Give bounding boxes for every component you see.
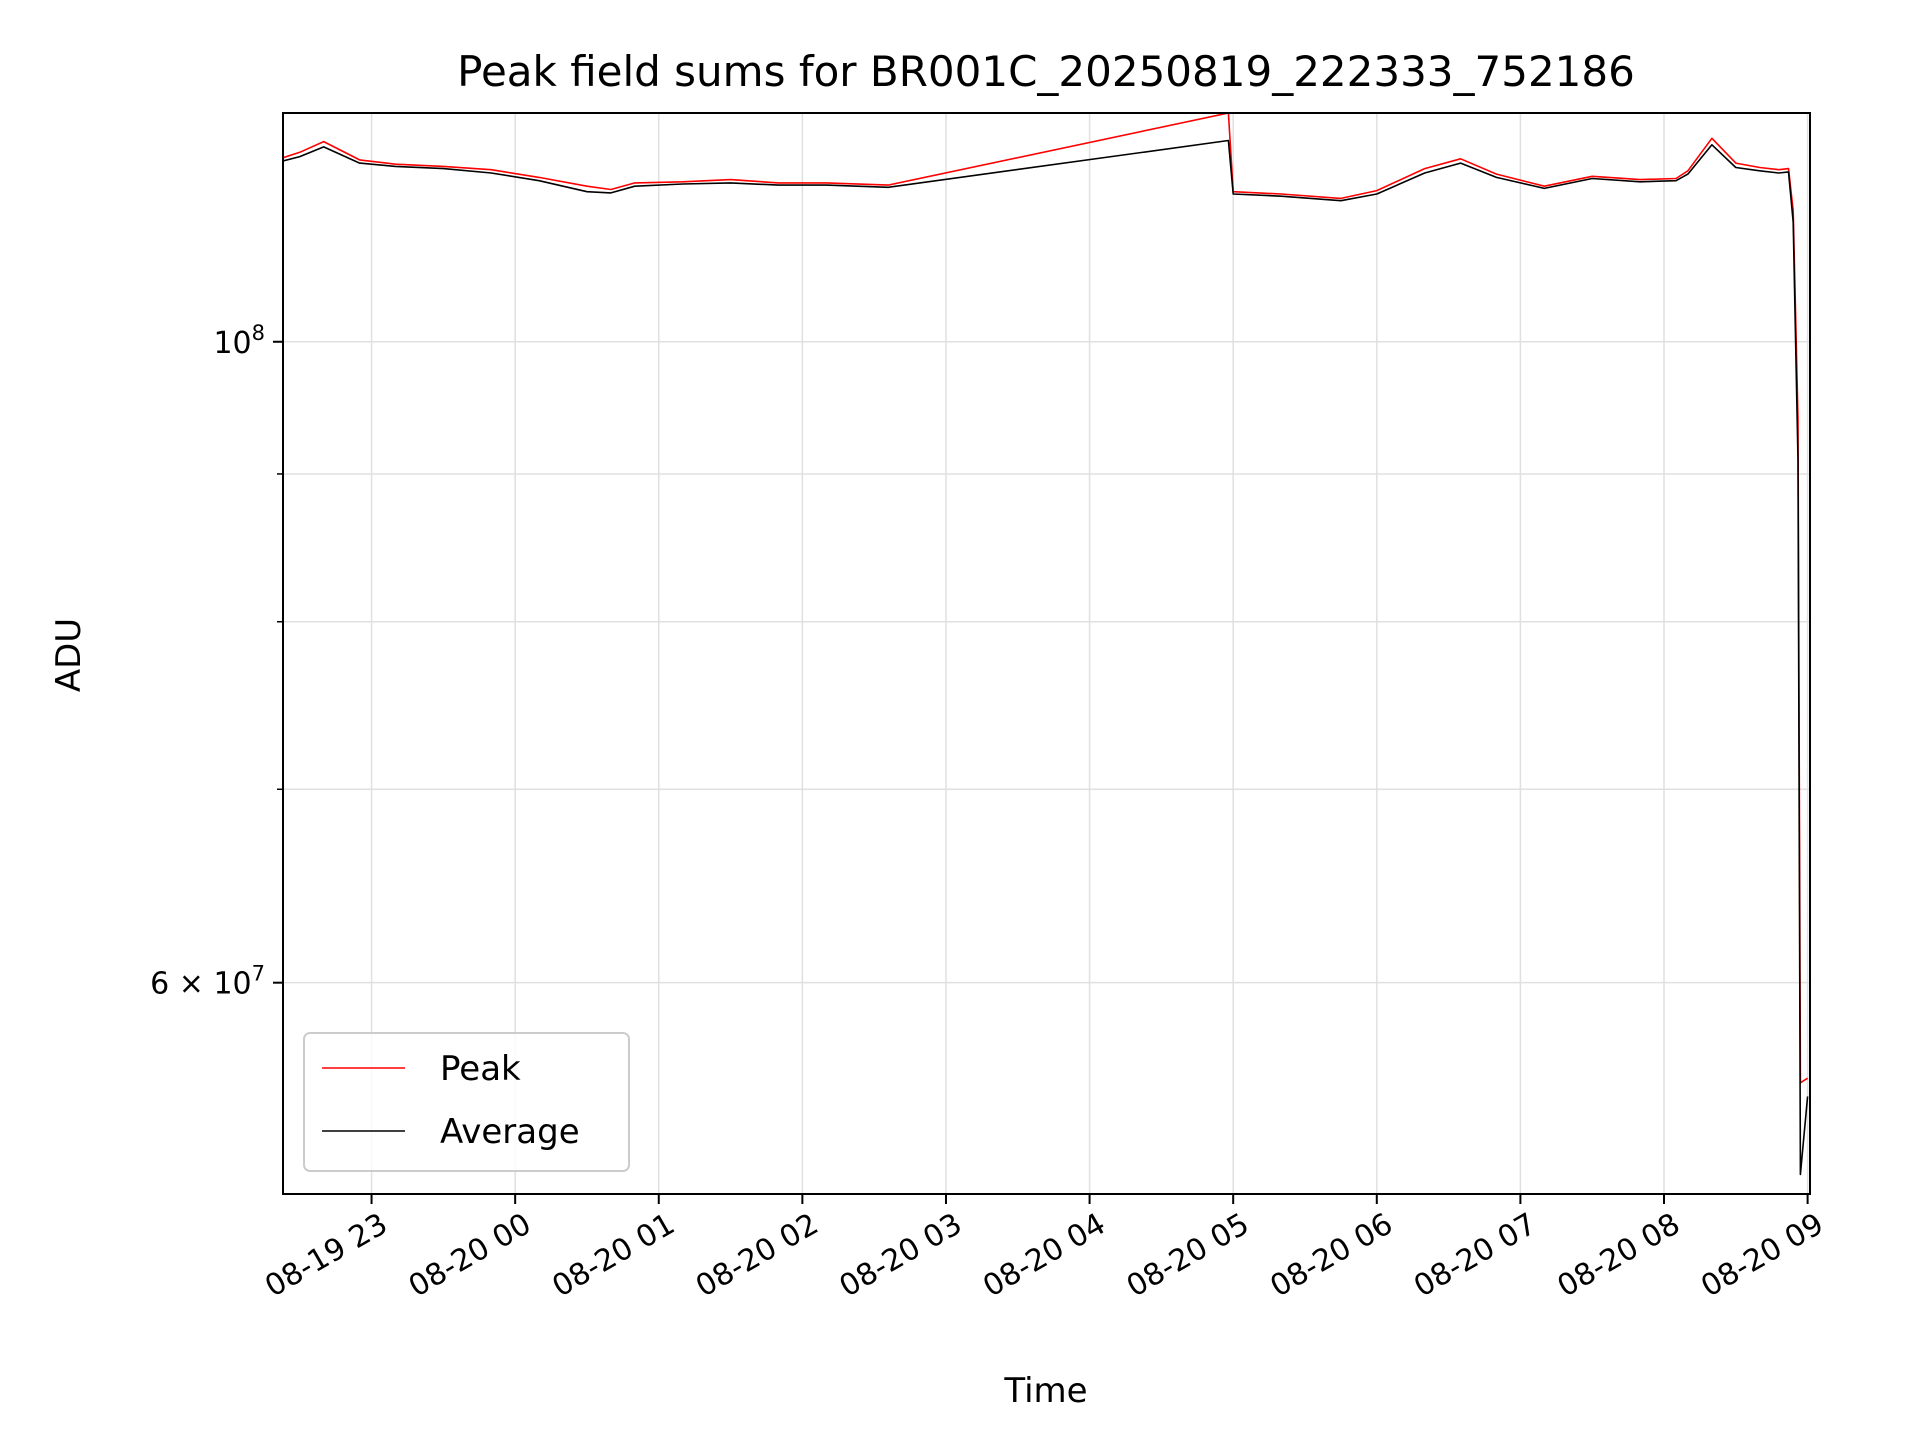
y-tick-label: 6 × 107 bbox=[150, 962, 265, 1002]
legend: Peak Average bbox=[303, 1032, 630, 1172]
grid-layer bbox=[283, 113, 1810, 1194]
series-layer bbox=[283, 113, 1809, 1176]
y-tick-label: 108 bbox=[213, 321, 265, 361]
legend-average-label: Average bbox=[440, 1112, 580, 1152]
legend-peak-label: Peak bbox=[440, 1049, 521, 1089]
plot-area-frame bbox=[282, 112, 1811, 1195]
chart-title: Peak field sums for BR001C_20250819_2223… bbox=[457, 47, 1635, 96]
series-line-peak bbox=[283, 113, 1809, 1084]
series-line-average bbox=[283, 139, 1809, 1176]
x-axis-title: Time bbox=[1003, 1371, 1087, 1411]
y-axis-title: ADU bbox=[49, 618, 89, 692]
